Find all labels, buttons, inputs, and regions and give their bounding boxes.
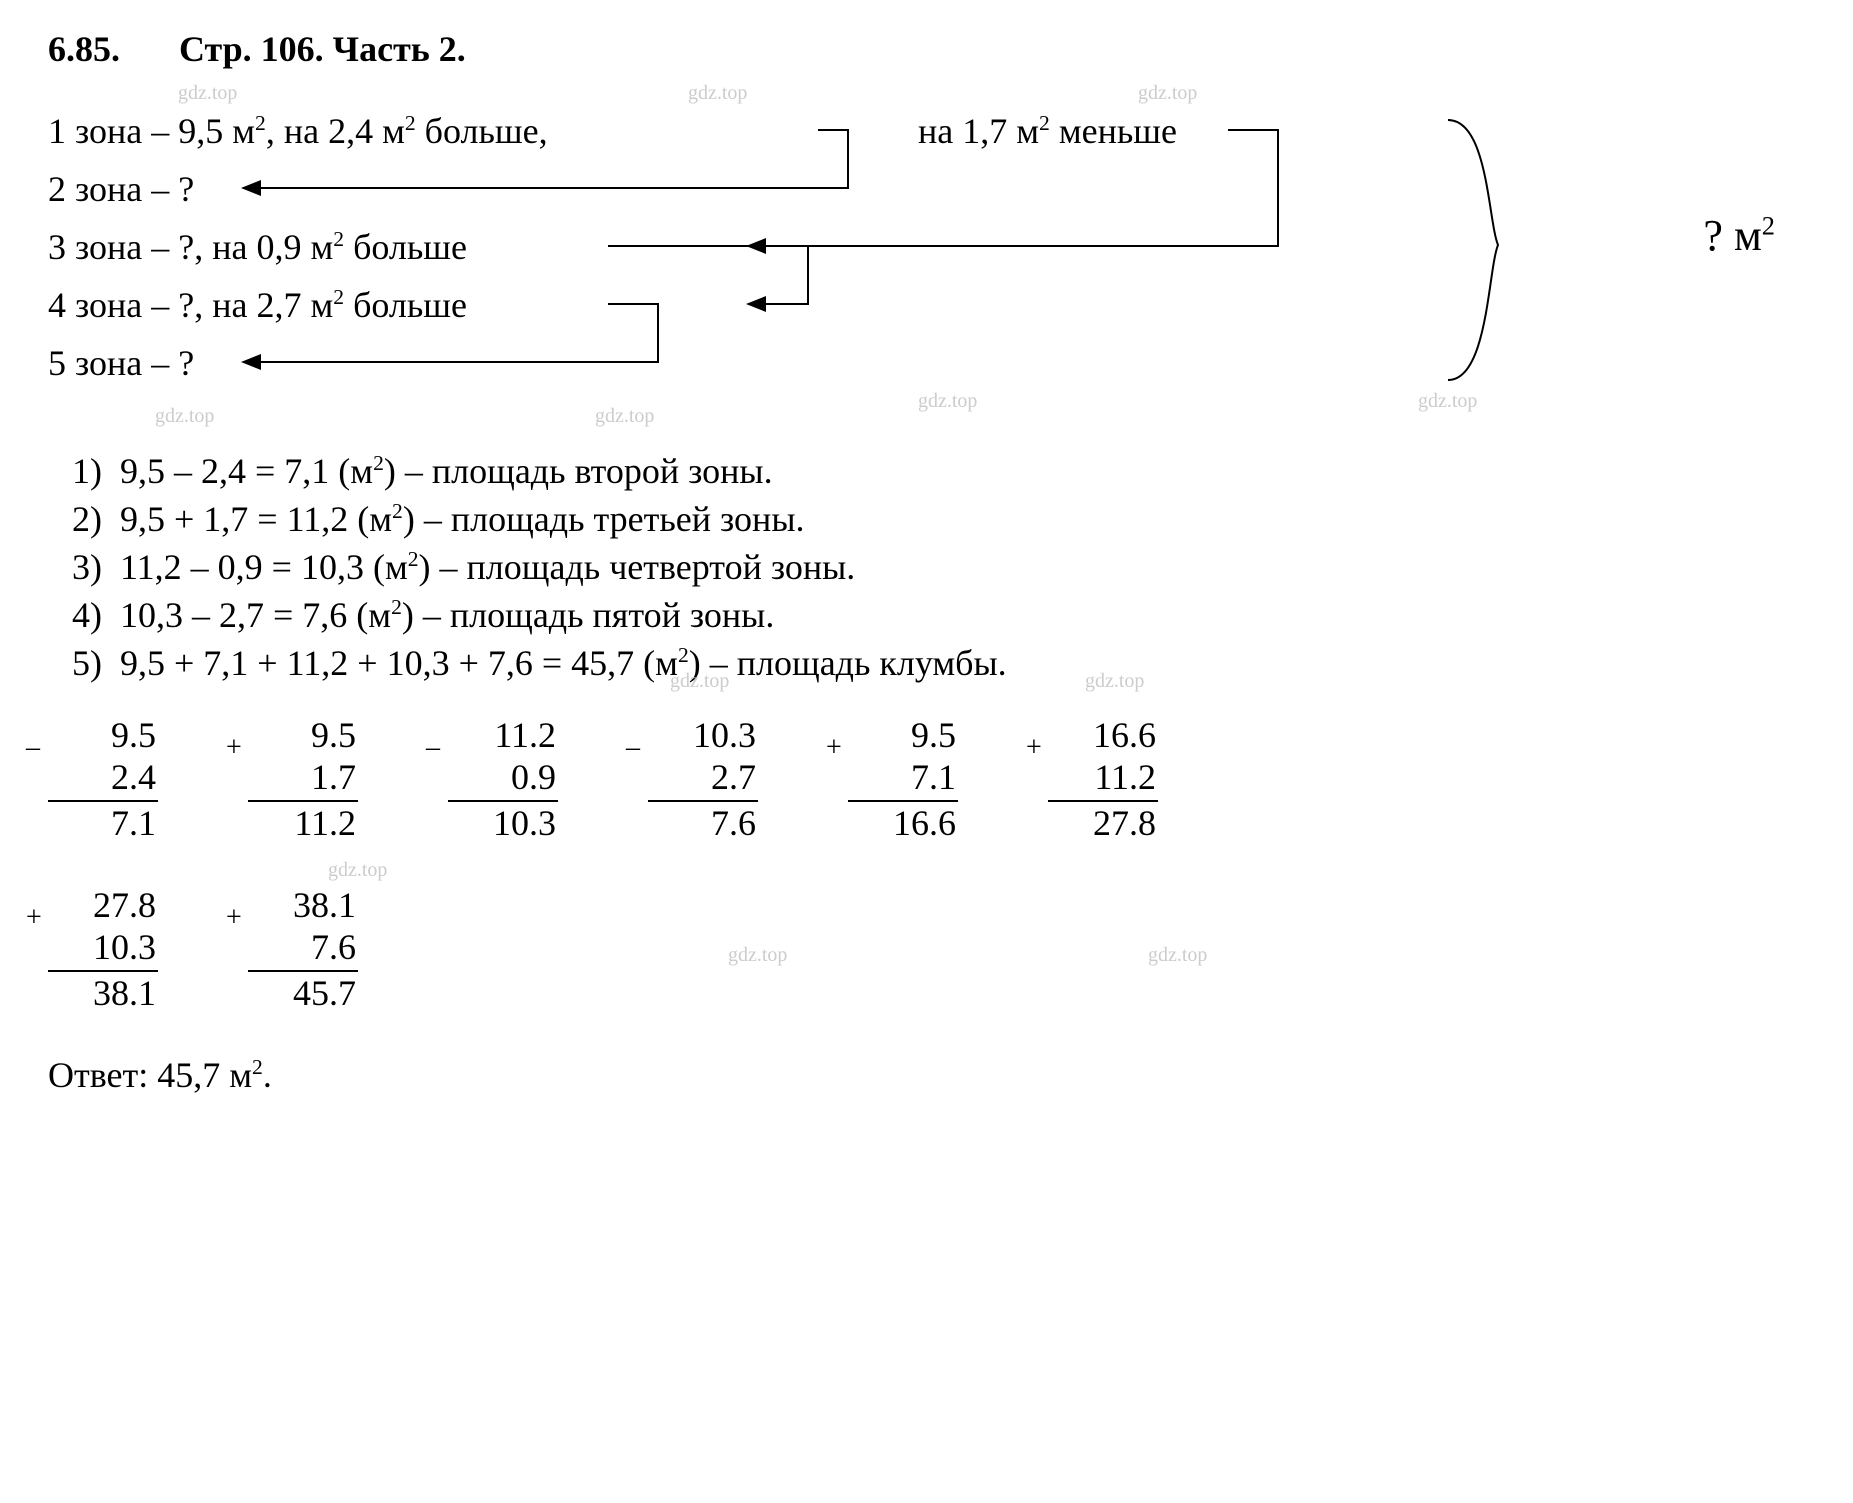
calc: +38.17.645.7: [248, 884, 358, 1014]
watermark: gdz.top: [918, 390, 977, 413]
watermark: gdz.top: [1418, 390, 1477, 413]
page-title: Стр. 106. Часть 2.: [179, 29, 466, 69]
problem-header: 6.85. Стр. 106. Часть 2.: [48, 28, 1805, 70]
zone-4-line: 4 зона – ?, на 2,7 м2 больше: [48, 284, 467, 326]
calc: +9.51.711.2: [248, 714, 358, 844]
step-3: 3)11,2 – 0,9 = 10,3 (м2) – площадь четве…: [72, 546, 1805, 588]
watermark: gdz.top: [688, 82, 747, 105]
column-calcs-row2: +27.810.338.1 +38.17.645.7: [48, 884, 1805, 1014]
calc: +16.611.227.8: [1048, 714, 1158, 844]
result-question: ? м2: [1703, 210, 1775, 261]
zone-5-line: 5 зона – ?: [48, 342, 194, 384]
given-block: gdz.top gdz.top gdz.top 1 зона – 9,5 м2,…: [48, 100, 1805, 430]
column-calcs-row1: –9.52.47.1 +9.51.711.2 –11.20.910.3 –10.…: [48, 714, 1805, 844]
calc: +27.810.338.1: [48, 884, 158, 1014]
step-2: 2)9,5 + 1,7 = 11,2 (м2) – площадь третье…: [72, 498, 1805, 540]
zone-2-line: 2 зона – ?: [48, 168, 194, 210]
watermark: gdz.top: [328, 859, 387, 882]
watermark: gdz.top: [1138, 82, 1197, 105]
zone-3-line: 3 зона – ?, на 0,9 м2 больше: [48, 226, 467, 268]
zone-1-line: 1 зона – 9,5 м2, на 2,4 м2 больше,: [48, 110, 548, 152]
calc: –9.52.47.1: [48, 714, 158, 844]
calc: –11.20.910.3: [448, 714, 558, 844]
step-4: 4)10,3 – 2,7 = 7,6 (м2) – площадь пятой …: [72, 594, 1805, 636]
calc: –10.32.77.6: [648, 714, 758, 844]
problem-number: 6.85.: [48, 29, 120, 69]
watermark: gdz.top: [178, 82, 237, 105]
step-1: 1)9,5 – 2,4 = 7,1 (м2) – площадь второй …: [72, 450, 1805, 492]
zone-1-cond2: на 1,7 м2 меньше: [918, 110, 1177, 152]
calc: +9.57.116.6: [848, 714, 958, 844]
step-5: 5)9,5 + 7,1 + 11,2 + 10,3 + 7,6 = 45,7 (…: [72, 642, 1805, 684]
solution-steps: 1)9,5 – 2,4 = 7,1 (м2) – площадь второй …: [48, 450, 1805, 684]
answer-line: Ответ: 45,7 м2.: [48, 1054, 1805, 1096]
